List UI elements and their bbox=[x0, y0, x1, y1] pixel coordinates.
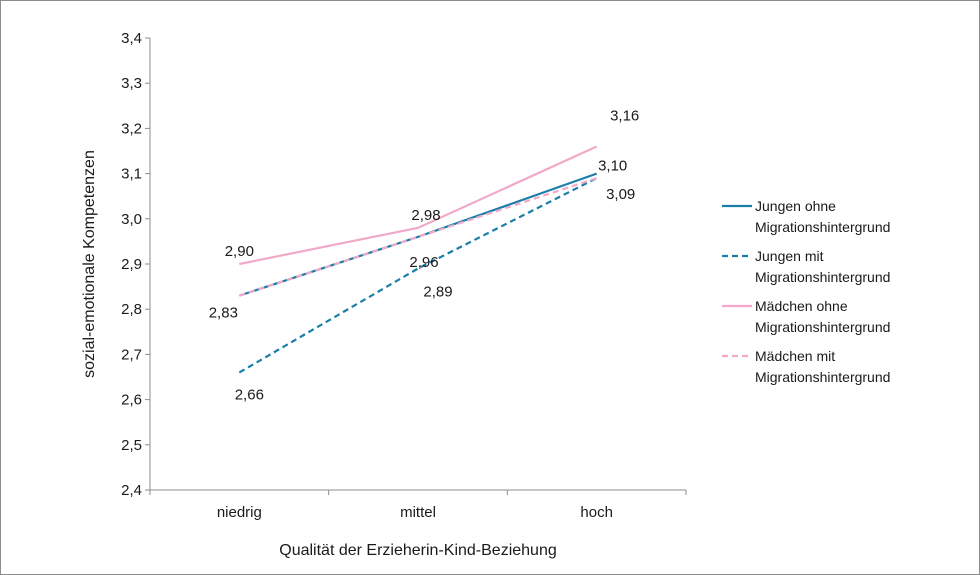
data-label: 2,89 bbox=[423, 284, 452, 301]
data-labels: 3,10 2,66 2,89 3,09 2,90 2,98 3,16 2,83 2,96 bbox=[209, 107, 640, 403]
legend-label: Mädchen mit bbox=[755, 348, 835, 364]
y-axis-title: sozial-emotionale Kompetenzen bbox=[81, 150, 98, 378]
data-label: 3,10 bbox=[598, 158, 627, 175]
data-label: 3,09 bbox=[606, 186, 635, 203]
legend-label: Migrationshintergrund bbox=[755, 319, 890, 335]
y-tick-label: 2,9 bbox=[121, 256, 142, 273]
y-tick-label: 3,1 bbox=[121, 166, 142, 183]
x-axis-title: Qualität der Erzieherin-Kind-Beziehung bbox=[279, 542, 556, 559]
y-tick-label: 3,4 bbox=[121, 30, 142, 47]
legend: Jungen ohne Migrationshintergrund Jungen m… bbox=[722, 198, 890, 385]
x-tick-label: niedrig bbox=[217, 504, 262, 521]
y-tick-label: 2,8 bbox=[121, 301, 142, 318]
data-label: 2,96 bbox=[409, 254, 438, 271]
x-tick-label: hoch bbox=[580, 504, 613, 521]
legend-label: Migrationshintergrund bbox=[755, 219, 890, 235]
axes: 2,4 2,5 2,6 2,7 2,8 2,9 3,0 3,1 3,2 3,3 3,4 niedrig… bbox=[121, 30, 687, 521]
data-label: 2,83 bbox=[209, 305, 238, 322]
series-line-3 bbox=[239, 145, 598, 266]
data-label: 3,16 bbox=[610, 107, 639, 124]
y-tick-label: 3,2 bbox=[121, 120, 142, 137]
y-tick-label: 3,0 bbox=[121, 211, 142, 228]
data-label: 2,66 bbox=[235, 386, 264, 403]
y-tick-label: 2,7 bbox=[121, 346, 142, 363]
series-lines bbox=[238, 145, 598, 374]
y-tick-label: 3,3 bbox=[121, 75, 142, 92]
y-tick-label: 2,5 bbox=[121, 437, 142, 454]
series-line-4 bbox=[238, 177, 598, 297]
series-line-1 bbox=[238, 172, 598, 297]
data-label: 2,90 bbox=[225, 243, 254, 260]
legend-label: Mädchen ohne bbox=[755, 298, 848, 314]
data-label: 2,98 bbox=[411, 207, 440, 224]
legend-label: Jungen mit bbox=[755, 248, 824, 264]
series-line-2 bbox=[238, 177, 598, 374]
legend-label: Jungen ohne bbox=[755, 198, 836, 214]
y-tick-label: 2,6 bbox=[121, 392, 142, 409]
legend-label: Migrationshintergrund bbox=[755, 369, 890, 385]
x-tick-label: mittel bbox=[400, 504, 436, 521]
y-tick-label: 2,4 bbox=[121, 482, 142, 499]
legend-label: Migrationshintergrund bbox=[755, 269, 890, 285]
